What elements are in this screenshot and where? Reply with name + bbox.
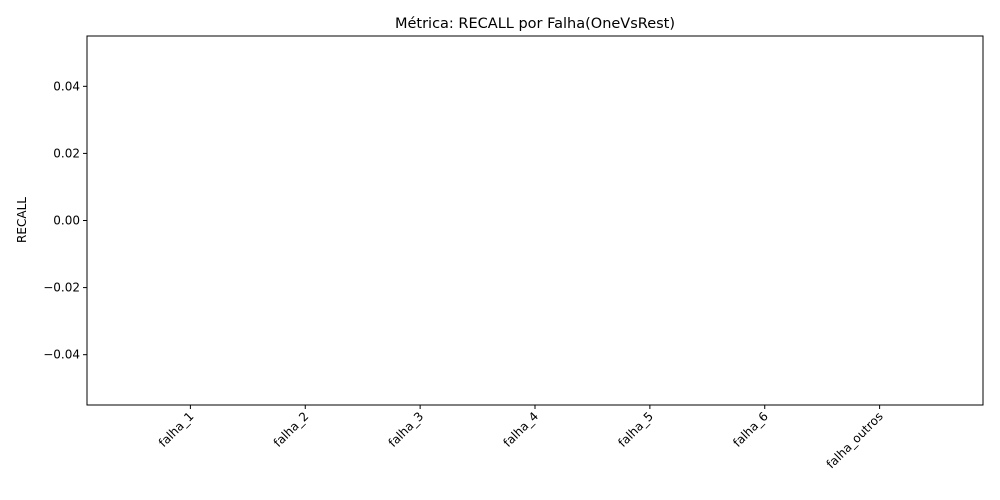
y-tick-label: 0.02: [53, 146, 80, 160]
y-tick-label: −0.02: [43, 281, 80, 295]
chart-title: Métrica: RECALL por Falha(OneVsRest): [395, 16, 675, 32]
y-tick-label: 0.04: [53, 79, 80, 93]
plot-frame: [86, 35, 984, 406]
y-tick-label: 0.00: [53, 214, 80, 228]
y-tick-label: −0.04: [43, 348, 80, 362]
y-axis-ticks: 0.04 0.02 0.00 −0.02 −0.04: [43, 79, 87, 362]
y-axis-label: RECALL: [15, 197, 29, 243]
